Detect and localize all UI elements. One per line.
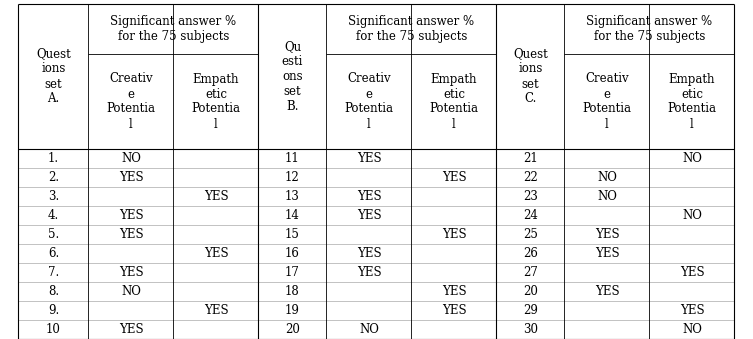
Text: 5.: 5. xyxy=(48,228,59,241)
Text: 15: 15 xyxy=(285,228,300,241)
Text: Empath
etic
Potentia
l: Empath etic Potentia l xyxy=(191,73,240,131)
Text: YES: YES xyxy=(357,266,381,279)
Text: NO: NO xyxy=(682,209,702,222)
Text: 1.: 1. xyxy=(48,152,59,165)
Text: YES: YES xyxy=(119,209,143,222)
Text: Empath
etic
Potentia
l: Empath etic Potentia l xyxy=(429,73,478,131)
Text: NO: NO xyxy=(597,171,617,184)
Text: YES: YES xyxy=(442,171,466,184)
Text: 18: 18 xyxy=(285,285,300,298)
Text: YES: YES xyxy=(119,228,143,241)
Text: 29: 29 xyxy=(523,304,538,317)
Text: YES: YES xyxy=(680,304,704,317)
Text: NO: NO xyxy=(121,152,141,165)
Text: 6.: 6. xyxy=(48,247,59,260)
Text: YES: YES xyxy=(442,228,466,241)
Text: 11: 11 xyxy=(285,152,300,165)
Text: YES: YES xyxy=(357,247,381,260)
Text: YES: YES xyxy=(119,171,143,184)
Text: 10: 10 xyxy=(46,323,61,336)
Text: 13: 13 xyxy=(285,190,300,203)
Text: YES: YES xyxy=(442,285,466,298)
Text: YES: YES xyxy=(357,209,381,222)
Text: Significant answer %
for the 75 subjects: Significant answer % for the 75 subjects xyxy=(349,15,474,43)
Text: Significant answer %
for the 75 subjects: Significant answer % for the 75 subjects xyxy=(587,15,712,43)
Text: YES: YES xyxy=(680,266,704,279)
Text: Significant answer %
for the 75 subjects: Significant answer % for the 75 subjects xyxy=(111,15,236,43)
Text: 27: 27 xyxy=(523,266,538,279)
Text: 25: 25 xyxy=(523,228,538,241)
Text: 7.: 7. xyxy=(48,266,59,279)
Text: 8.: 8. xyxy=(48,285,59,298)
Text: YES: YES xyxy=(204,190,228,203)
Text: 22: 22 xyxy=(523,171,538,184)
Text: Qu
esti
ons
set
B.: Qu esti ons set B. xyxy=(282,40,303,113)
Text: 4.: 4. xyxy=(48,209,59,222)
Text: Empath
etic
Potentia
l: Empath etic Potentia l xyxy=(667,73,717,131)
Text: NO: NO xyxy=(682,152,702,165)
Text: Creativ
e
Potentia
l: Creativ e Potentia l xyxy=(583,73,632,131)
Text: 3.: 3. xyxy=(48,190,59,203)
Text: 21: 21 xyxy=(523,152,538,165)
Text: Creativ
e
Potentia
l: Creativ e Potentia l xyxy=(345,73,394,131)
Text: 17: 17 xyxy=(285,266,300,279)
Text: YES: YES xyxy=(357,190,381,203)
Text: Quest
ions
set
C.: Quest ions set C. xyxy=(513,47,548,105)
Text: 2.: 2. xyxy=(48,171,59,184)
Text: 20: 20 xyxy=(523,285,538,298)
Text: YES: YES xyxy=(595,285,619,298)
Text: YES: YES xyxy=(595,228,619,241)
Text: 16: 16 xyxy=(285,247,300,260)
Text: 12: 12 xyxy=(285,171,300,184)
Text: 9.: 9. xyxy=(48,304,59,317)
Text: 30: 30 xyxy=(523,323,538,336)
Text: 14: 14 xyxy=(285,209,300,222)
Text: 26: 26 xyxy=(523,247,538,260)
Text: 20: 20 xyxy=(285,323,300,336)
Text: NO: NO xyxy=(359,323,379,336)
Text: 19: 19 xyxy=(285,304,300,317)
Text: YES: YES xyxy=(595,247,619,260)
Text: YES: YES xyxy=(204,247,228,260)
Text: 23: 23 xyxy=(523,190,538,203)
Text: YES: YES xyxy=(357,152,381,165)
Text: Quest
ions
set
A.: Quest ions set A. xyxy=(36,47,71,105)
Text: YES: YES xyxy=(442,304,466,317)
Text: NO: NO xyxy=(121,285,141,298)
Text: 24: 24 xyxy=(523,209,538,222)
Text: YES: YES xyxy=(119,323,143,336)
Text: Creativ
e
Potentia
l: Creativ e Potentia l xyxy=(106,73,156,131)
Text: YES: YES xyxy=(119,266,143,279)
Text: YES: YES xyxy=(204,304,228,317)
Text: NO: NO xyxy=(682,323,702,336)
Text: NO: NO xyxy=(597,190,617,203)
